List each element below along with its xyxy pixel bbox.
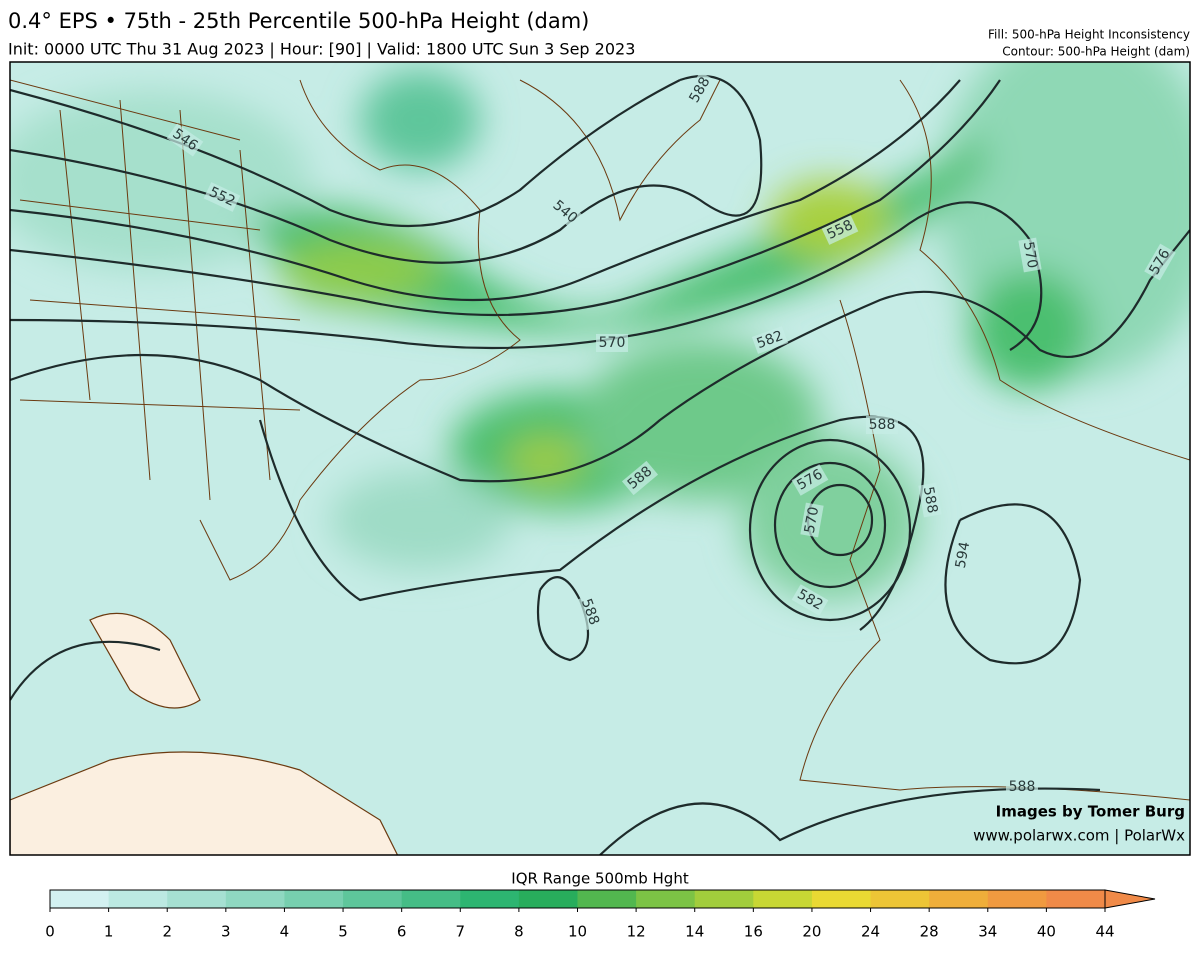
contour-label-bg [791,584,829,616]
land [10,612,399,855]
colorbar: 0 1 2 3 4 5 6 7 8 10 12 14 16 20 24 28 34 40 44 [45,889,1156,941]
colorbar-segment [50,890,110,908]
colorbar-tick-label: 40 [1037,923,1056,941]
credit: Images by Tomer Burg [996,803,1185,821]
contour-label-bg [621,460,659,496]
colorbar-tick-label: 20 [802,923,821,941]
colorbar-tick-label: 4 [280,923,290,941]
fill-note: Fill: 500-hPa Height Inconsistency [988,28,1190,42]
colorbar-tick-label: 10 [568,923,587,941]
contour-label-bg [951,537,975,573]
colorbar-segment [518,890,578,908]
colorbar-tick-label: 34 [978,923,997,941]
contour-label-bg [918,482,942,518]
colorbar-tick-label: 44 [1095,923,1114,941]
colorbar-segment [343,890,403,908]
colorbar-segment [753,890,813,908]
colorbar-tick-label: 12 [627,923,646,941]
contour-label-bg [791,464,829,496]
contour-label-bg [866,416,898,434]
colorbar-segment [167,890,227,908]
colorbar-segment [694,890,754,908]
colorbar-segment [870,890,930,908]
colorbar-segment [284,890,344,908]
colorbar-tick-label: 16 [744,923,763,941]
contour-label: 570 [599,335,626,351]
colorbar-tick-label: 24 [861,923,880,941]
colorbar-segment [108,890,168,908]
colorbar-segment [225,890,285,908]
colorbar-tick-label: 0 [45,923,55,941]
contour-label: 570 [802,505,822,534]
contour-label: 588 [1009,779,1036,795]
contour-label-bg [596,334,628,352]
colorbar-segment [929,890,989,908]
colorbar-segment [811,890,872,908]
contour-label-bg [203,182,241,212]
map-frame [9,61,1191,856]
contour-label-bg [1006,778,1038,796]
colorbar-tick-label: 3 [221,923,231,941]
subtitle: Init: 0000 UTC Thu 31 Aug 2023 | Hour: [… [8,40,635,59]
credit: www.polarwx.com | PolarWx [973,827,1185,845]
colorbar-extend [1104,889,1156,909]
colorbar-tick-label: 14 [685,923,704,941]
contour-label: 594 [953,540,973,569]
fill-field [10,62,1190,600]
contour-label-bg [576,593,604,631]
contour-label: 588 [869,417,896,433]
colorbar-segment [460,890,520,908]
contour-label-bg [684,71,716,109]
colorbar-tick-label: 28 [920,923,939,941]
colorbar-label: IQR Range 500mb Hght [511,870,689,888]
colorbar-segment [1046,890,1106,908]
contour-label: 570 [1020,240,1040,269]
contour-label-bg [751,326,789,354]
colorbar-tick-label: 6 [397,923,407,941]
contour-label: 588 [920,485,940,514]
colorbar-tick-label: 5 [338,923,348,941]
colorbar-segment [577,890,637,908]
colorbar-segment [987,890,1047,908]
contour-label-bg [821,215,859,245]
title: 0.4° EPS • 75th - 25th Percentile 500-hP… [8,9,589,33]
colorbar-tick-label: 8 [514,923,524,941]
colorbar-tick-label: 2 [162,923,172,941]
contour-label-bg [1018,237,1042,273]
contour-note: Contour: 500-hPa Height (dam) [1002,45,1190,59]
contour-label-bg [800,502,824,538]
colorbar-tick-label: 1 [104,923,114,941]
contour-label-bg [1144,243,1176,281]
colorbar-segment [636,890,696,908]
contour-label-bg [166,123,204,157]
colorbar-segment [401,890,461,908]
colorbar-tick-label: 7 [456,923,466,941]
contour-label-bg [546,194,584,230]
